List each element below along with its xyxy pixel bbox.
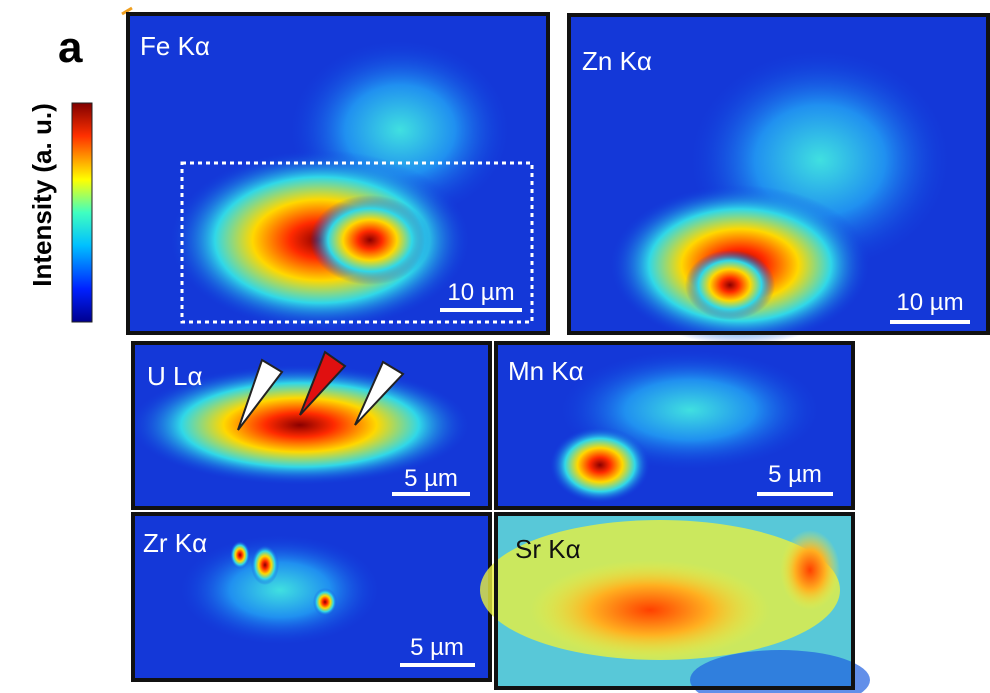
map-label: Fe Kα [140,31,210,61]
colorbar-label: Intensity (a. u.) [27,103,57,286]
blob [530,560,770,660]
map-zr: Zr Kα 5 µm [133,514,490,680]
colorbar [72,103,92,322]
map-label: Zn Kα [582,46,652,76]
page: {"panel_label": "a", "colorbar": {"label… [0,0,990,693]
blob [251,545,279,585]
map-label: Mn Kα [508,356,584,386]
blob [550,427,650,503]
body: a Intensity (a. u.) Fe Kα 10 µm Zn Kα 10… [0,0,990,693]
panel-label: a [58,23,83,72]
map-label: Zr Kα [143,528,207,558]
blob [685,250,775,320]
scale-label: 5 µm [768,461,822,488]
figure: a Intensity (a. u.) Fe Kα 10 µm Zn Kα 10… [0,0,990,693]
map-zn: Zn Kα 10 µm [569,15,988,345]
blob [230,541,250,569]
map-mn: Mn Kα 5 µm [496,343,853,508]
map-sr: Sr Kα [480,514,870,693]
blob [313,588,337,616]
scale-label: 5 µm [404,465,458,492]
map-u: U Lα 5 µm [130,343,490,508]
map-label: Sr Kα [515,534,581,564]
scale-label: 10 µm [447,279,514,306]
map-fe: Fe Kα 10 µm [128,14,548,333]
blob [180,535,380,645]
scale-label: 10 µm [896,289,963,316]
blob [310,195,430,285]
scale-label: 5 µm [410,634,464,661]
blob [780,530,840,610]
map-label: U Lα [147,361,203,391]
